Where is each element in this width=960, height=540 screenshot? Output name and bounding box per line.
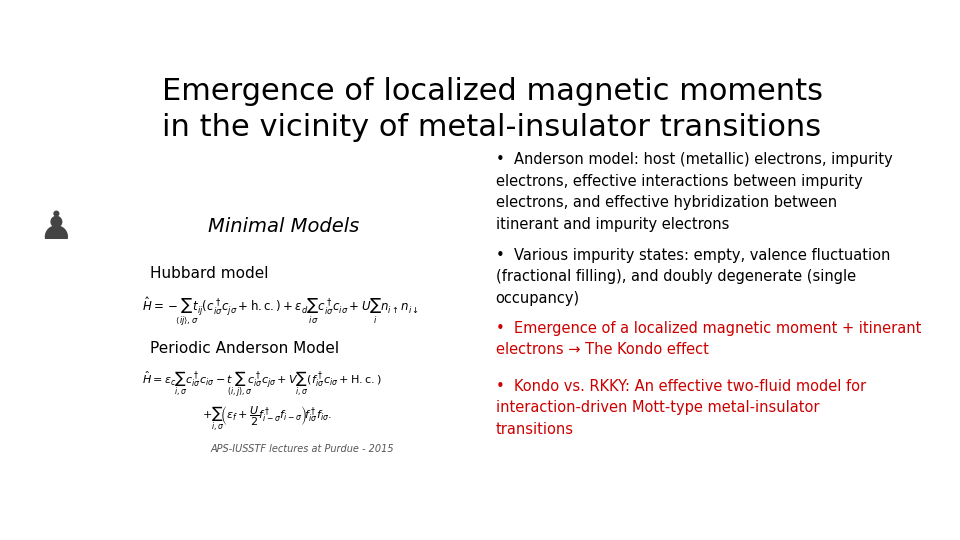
Text: APS-IUSSTF lectures at Purdue - 2015: APS-IUSSTF lectures at Purdue - 2015 <box>210 443 395 454</box>
Text: •  Anderson model: host (metallic) electrons, impurity
electrons, effective inte: • Anderson model: host (metallic) electr… <box>495 152 893 232</box>
Text: •  Kondo vs. RKKY: An effective two-fluid model for
interaction-driven Mott-type: • Kondo vs. RKKY: An effective two-fluid… <box>495 379 866 437</box>
Text: ♟: ♟ <box>37 209 73 247</box>
Text: Periodic Anderson Model: Periodic Anderson Model <box>150 341 339 356</box>
Text: Emergence of localized magnetic moments
in the vicinity of metal-insulator trans: Emergence of localized magnetic moments … <box>161 77 823 142</box>
Text: $\hat{H} = -\!\!\sum_{\langle ij\rangle,\sigma}\!\! t_{ij}(c^\dagger_{i\sigma}c_: $\hat{H} = -\!\!\sum_{\langle ij\rangle,… <box>142 295 420 328</box>
Text: •  Various impurity states: empty, valence fluctuation
(fractional filling), and: • Various impurity states: empty, valenc… <box>495 248 890 306</box>
Text: Hubbard model: Hubbard model <box>150 266 268 281</box>
Text: Minimal Models: Minimal Models <box>208 217 359 235</box>
Text: $+ \sum_{i,\sigma}\!\left(\epsilon_f + \dfrac{U}{2}f^\dagger_{i-\sigma}f_{i-\sig: $+ \sum_{i,\sigma}\!\left(\epsilon_f + \… <box>202 404 332 433</box>
Text: $\hat{H} = \epsilon_c \sum_{i,\sigma} c^\dagger_{i\sigma}c_{i\sigma} - t\!\!\sum: $\hat{H} = \epsilon_c \sum_{i,\sigma} c^… <box>142 369 382 399</box>
Text: •  Emergence of a localized magnetic moment + itinerant
electrons → The Kondo ef: • Emergence of a localized magnetic mome… <box>495 321 921 357</box>
